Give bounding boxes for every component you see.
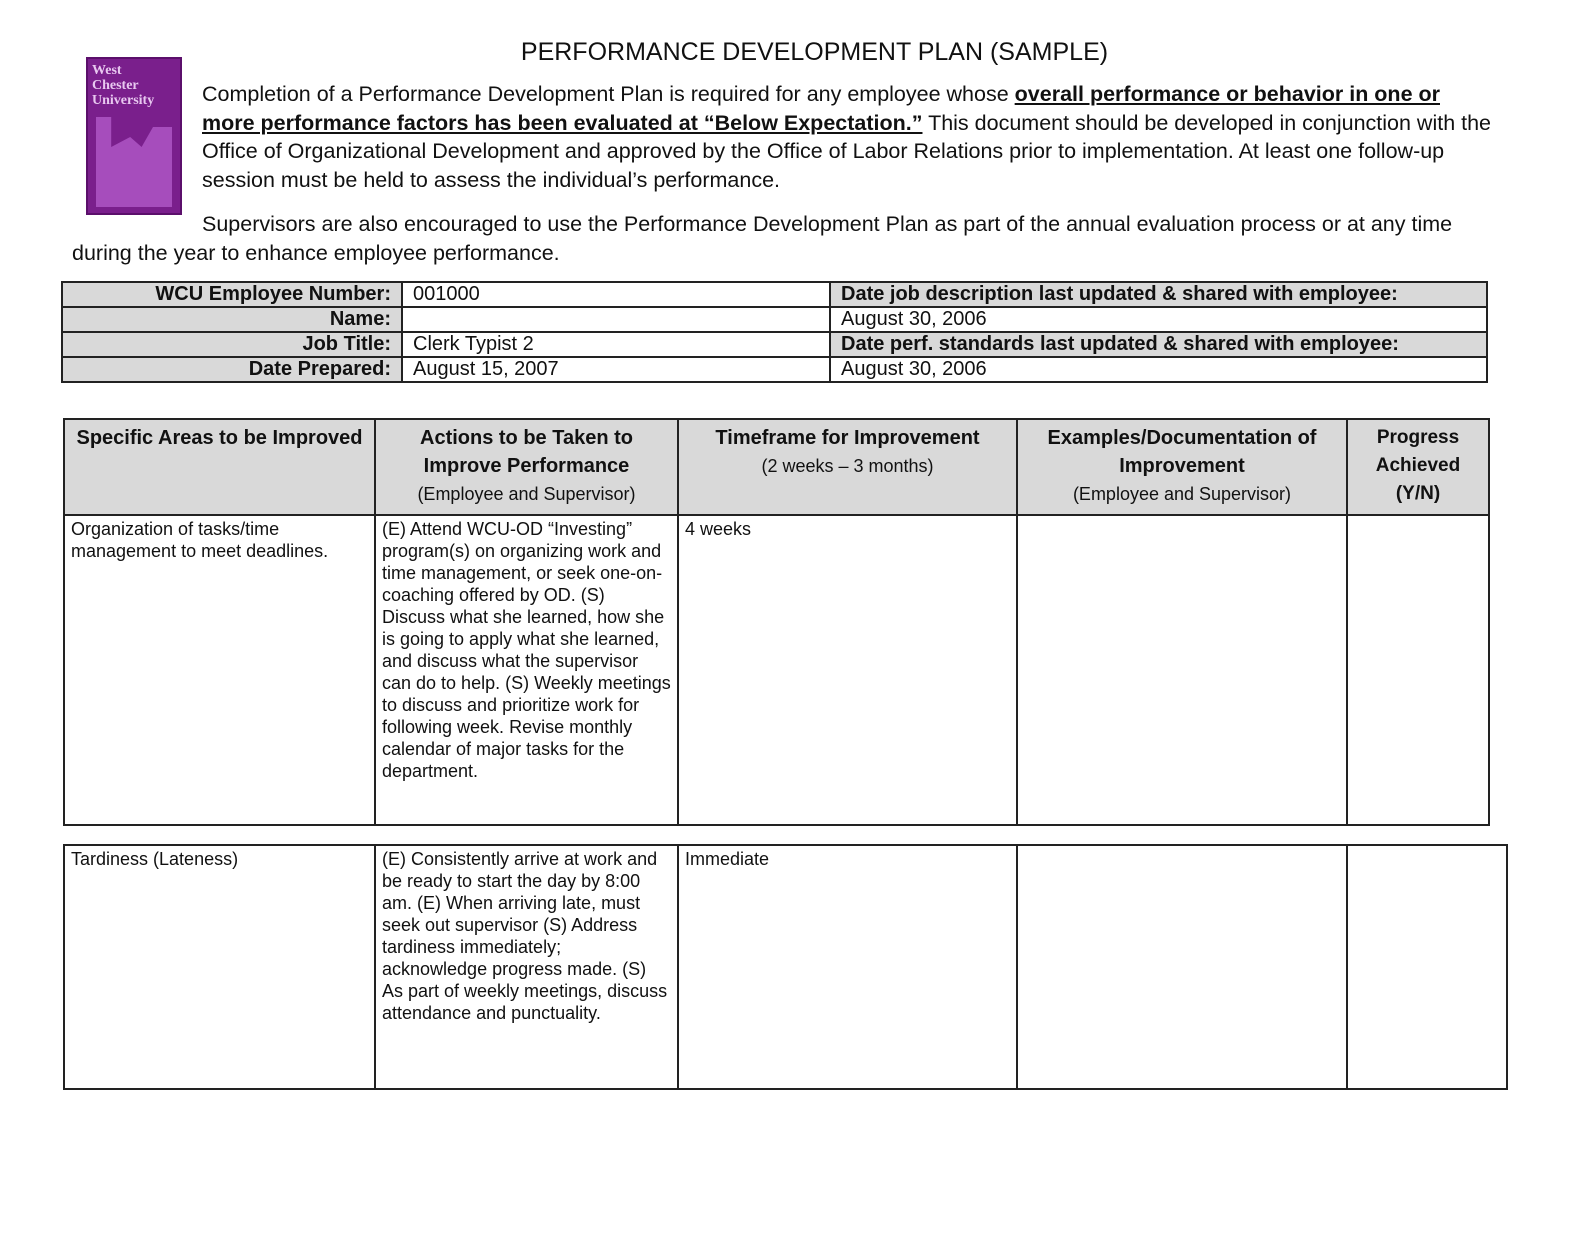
examples-cell: [1016, 514, 1348, 826]
header-areas: Specific Areas to be Improved: [63, 418, 376, 516]
name-label: Name:: [61, 306, 403, 333]
area-cell: Organization of tasks/time management to…: [63, 514, 376, 826]
intro-text-end: This document should be developed in con…: [202, 110, 1492, 192]
perf-std-date: August 30, 2006: [829, 356, 1488, 383]
timeframe-cell: 4 weeks: [677, 514, 1018, 826]
progress-cell: [1346, 514, 1490, 826]
university-logo: West Chester University: [86, 57, 182, 215]
header-actions: Actions to be Taken to Improve Performan…: [374, 418, 679, 516]
job-desc-label: Date job description last updated & shar…: [829, 281, 1488, 308]
intro-emphasis: overall performance or behavior in one o…: [202, 82, 1440, 135]
supervisor-paragraph: Supervisors are also encouraged to use t…: [72, 212, 1453, 265]
date-prepared: August 15, 2007: [401, 356, 831, 383]
job-title-label: Job Title:: [61, 331, 403, 358]
date-prepared-label: Date Prepared:: [61, 356, 403, 383]
progress-cell: [1346, 844, 1508, 1090]
area-cell: Tardiness (Lateness): [63, 844, 376, 1090]
header-examples: Examples/Documentation of Improvement (Em…: [1016, 418, 1348, 516]
plan-table-2: Tardiness (Lateness) (E) Consistently ar…: [63, 844, 1508, 1090]
employee-info-table: WCU Employee Number: 001000 Date job descr…: [61, 281, 1488, 383]
plan-table: Specific Areas to be Improved Actions to…: [63, 418, 1490, 826]
intro-paragraph: Completion of a Performance Development …: [202, 80, 1492, 194]
name-value: [401, 306, 831, 333]
employee-number-label: WCU Employee Number:: [61, 281, 403, 308]
job-desc-date: August 30, 2006: [829, 306, 1488, 333]
table-row: Organization of tasks/time management to…: [63, 514, 1490, 826]
job-title: Clerk Typist 2: [401, 331, 831, 358]
intro-text: Completion of a Performance Development …: [202, 82, 1015, 106]
table-row: Tardiness (Lateness) (E) Consistently ar…: [63, 844, 1508, 1090]
page-title: PERFORMANCE DEVELOPMENT PLAN (SAMPLE): [520, 38, 1109, 66]
actions-cell: (E) Attend WCU-OD “Investing” program(s)…: [374, 514, 679, 826]
timeframe-cell: Immediate: [677, 844, 1018, 1090]
header-timeframe: Timeframe for Improvement (2 weeks – 3 mo…: [677, 418, 1018, 516]
examples-cell: [1016, 844, 1348, 1090]
perf-std-label: Date perf. standards last updated & shar…: [829, 331, 1488, 358]
employee-number: 001000: [401, 281, 831, 308]
actions-cell: (E) Consistently arrive at work and be r…: [374, 844, 679, 1090]
header-progress: Progress Achieved (Y/N): [1346, 418, 1490, 516]
